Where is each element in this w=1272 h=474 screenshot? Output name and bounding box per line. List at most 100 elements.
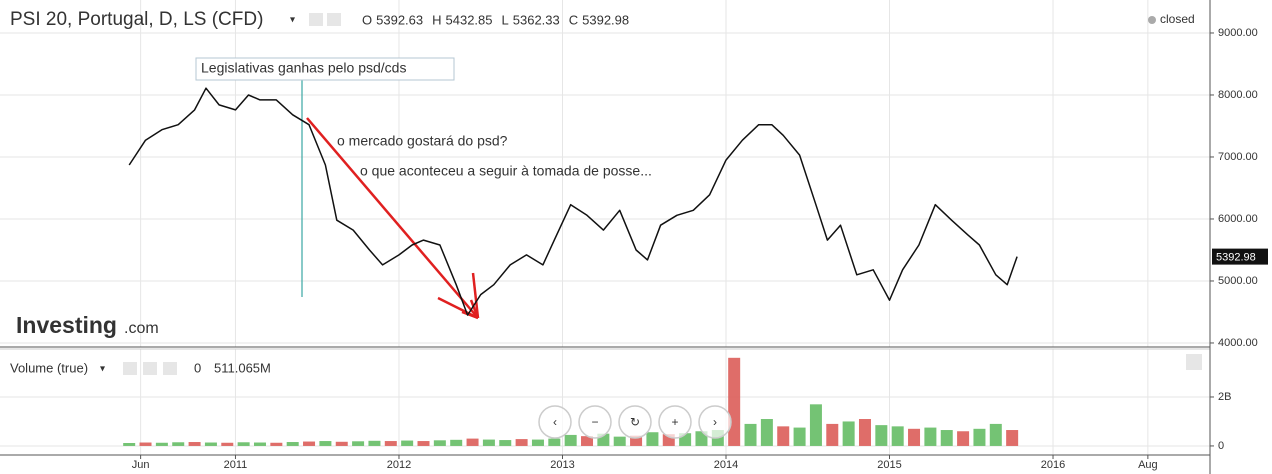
volume-bar <box>630 435 643 446</box>
volume-bar <box>335 441 348 446</box>
volume-readout: 511.065M <box>214 360 271 375</box>
volume-bar <box>433 440 446 446</box>
volume-bar <box>760 419 773 446</box>
volume-bar <box>613 436 626 446</box>
volume-bar <box>1006 430 1019 446</box>
close-button[interactable] <box>163 362 177 375</box>
zoom-out-button[interactable] <box>578 405 612 439</box>
volume-bar <box>270 442 283 446</box>
volume-bar <box>401 440 414 446</box>
annotation: o que aconteceu a seguir à tomada de pos… <box>360 163 652 179</box>
ohlc-value: 5362.33 <box>513 12 560 27</box>
ohlc-value: 5432.85 <box>446 12 493 27</box>
x-tick-label: 2013 <box>550 459 574 471</box>
market-status: closed <box>1160 12 1195 26</box>
eye-button[interactable] <box>123 362 137 375</box>
maximize-button[interactable] <box>1186 354 1202 370</box>
volume-bar <box>858 419 871 446</box>
volume-bar <box>384 441 397 446</box>
y-tick-label: 5000.00 <box>1218 275 1258 287</box>
svg-text:↻: ↻ <box>630 415 640 429</box>
y-tick-label: 6000.00 <box>1218 213 1258 225</box>
reset-button[interactable] <box>618 405 652 439</box>
volume-bar <box>155 442 168 446</box>
volume-bar <box>924 427 937 446</box>
plot-layer: Jun 2011 2012 2013 2014 2015 2016 Aug 9000.00 800… <box>123 27 1268 471</box>
settings-button[interactable] <box>327 13 341 26</box>
volume-bar <box>875 425 888 446</box>
settings-button[interactable] <box>143 362 157 375</box>
volume-bar <box>548 438 561 446</box>
logo-suffix: .com <box>124 320 159 337</box>
volume-bar <box>499 440 512 446</box>
svg-text:‹: ‹ <box>553 415 557 429</box>
volume-readout: 0 <box>194 360 201 375</box>
scroll-left-button[interactable] <box>538 405 572 439</box>
x-tick-label: 2016 <box>1041 459 1065 471</box>
volume-bar <box>891 426 904 446</box>
volume-bar <box>319 441 332 446</box>
event-label: Legislativas ganhas pelo psd/cds <box>201 60 406 76</box>
volume-bar <box>466 438 479 446</box>
ohlc-label: H <box>432 12 441 27</box>
volume-bar <box>515 439 528 446</box>
volume-bar <box>123 443 136 446</box>
volume-bar <box>204 442 217 446</box>
ohlc-label: C <box>569 12 578 27</box>
eye-button[interactable] <box>309 13 323 26</box>
volume-bar <box>172 442 185 446</box>
x-tick-label: 2014 <box>714 459 738 471</box>
logo: Investing <box>16 312 117 338</box>
volume-bar <box>957 431 970 446</box>
y-tick-label: 9000.00 <box>1218 27 1258 39</box>
volume-bar <box>368 440 381 446</box>
annotation: o mercado gostará do psd? <box>337 133 508 149</box>
annotation-arrows <box>306 117 480 320</box>
y-tick-label: 8000.00 <box>1218 89 1258 101</box>
volume-bar <box>303 441 316 446</box>
volume-bar <box>253 442 266 446</box>
volume-bar <box>221 442 234 446</box>
x-tick-label: Jun <box>132 459 150 471</box>
svg-text:›: › <box>713 415 717 429</box>
zoom-in-button[interactable] <box>658 405 692 439</box>
y-tick-label: 7000.00 <box>1218 151 1258 163</box>
volume-bar <box>564 434 577 446</box>
x-tick-label: 2011 <box>224 459 248 471</box>
volume-bar <box>973 428 986 446</box>
y-tick-label: 2B <box>1218 391 1231 403</box>
volume-bar <box>188 442 201 446</box>
scroll-right-button[interactable] <box>698 405 732 439</box>
x-tick-label: 2015 <box>877 459 901 471</box>
nav-icons: ‹ − ↻ + › <box>553 415 717 429</box>
event-label-box <box>195 57 455 81</box>
x-tick-label: 2012 <box>387 459 411 471</box>
volume-bar <box>646 432 659 446</box>
dropdown-caret[interactable]: ▾ <box>290 15 295 26</box>
x-tick-label: Aug <box>1138 459 1158 471</box>
last-price-tag <box>1212 248 1268 265</box>
volume-bar <box>531 439 544 446</box>
volume-bar <box>352 441 365 446</box>
volume-bar <box>842 421 855 446</box>
symbol-title: PSI 20, Portugal, D, LS (CFD) <box>10 9 263 30</box>
volume-title: Volume (true) <box>10 360 88 375</box>
y-tick-label: 4000.00 <box>1218 337 1258 349</box>
nav-buttons <box>538 405 732 439</box>
ohlc-label: O <box>362 12 372 27</box>
volume-bar <box>662 434 675 446</box>
ohlc-readout: O 5392.63 H 5432.85 L 5362.33 C 5392.98 <box>362 12 629 27</box>
volume-bar <box>581 436 594 446</box>
volume-bar <box>940 430 953 446</box>
volume-bar <box>417 441 430 446</box>
y-tick-label: 0 <box>1218 440 1224 452</box>
volume-bar <box>744 423 757 446</box>
ohlc-value: 5392.63 <box>376 12 423 27</box>
volume-bar <box>450 439 463 446</box>
svg-text:+: + <box>671 415 678 429</box>
dropdown-caret[interactable]: ▾ <box>100 364 105 375</box>
volume-bar <box>728 357 741 446</box>
last-price-label: 5392.98 <box>1216 252 1256 264</box>
